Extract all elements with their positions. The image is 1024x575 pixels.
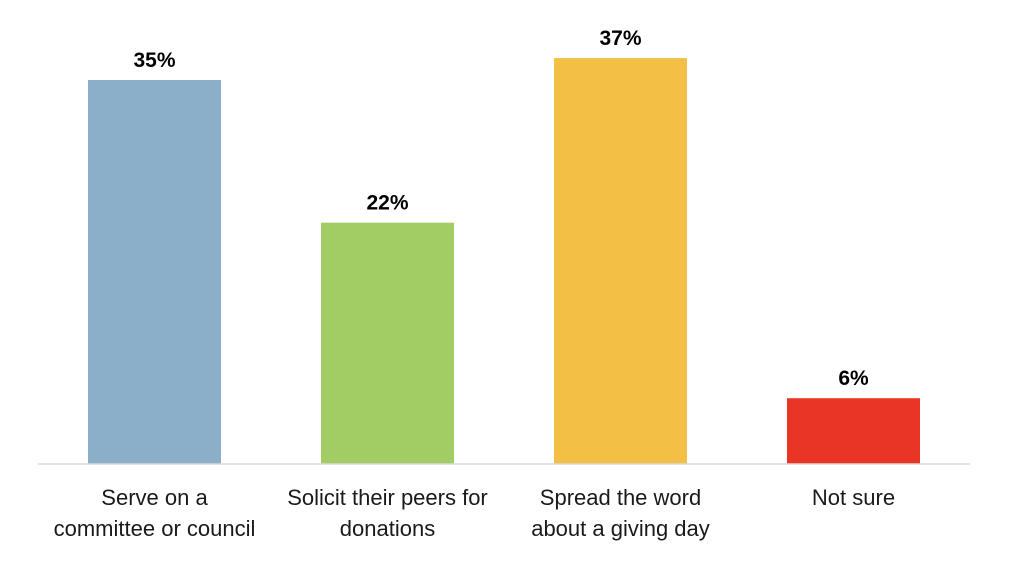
bar-3	[787, 398, 920, 464]
bar-1	[321, 222, 454, 464]
category-label-3: Not sure	[812, 485, 895, 510]
value-label-1: 22%	[366, 192, 408, 215]
bar-2	[554, 58, 687, 464]
category-label-line: Not sure	[812, 485, 895, 510]
value-label-2: 37%	[599, 27, 641, 50]
category-label-2: Spread the word about a giving day	[531, 485, 710, 541]
bar-0	[88, 80, 221, 464]
category-label-line: Serve on a	[101, 485, 208, 510]
value-label-3: 6%	[838, 367, 869, 390]
category-label-1: Solicit their peers for donations	[287, 485, 488, 541]
category-label-0: Serve on a committee or council	[54, 485, 256, 541]
category-labels: Serve on a committee or council Solicit th…	[54, 485, 895, 541]
value-labels: 35% 22% 37% 6%	[133, 27, 869, 390]
category-label-line: Solicit their peers for	[287, 485, 488, 510]
category-label-line: donations	[340, 516, 435, 541]
category-label-line: about a giving day	[531, 516, 710, 541]
bars	[88, 58, 920, 464]
value-label-0: 35%	[133, 49, 175, 72]
category-label-line: Spread the word	[540, 485, 701, 510]
category-label-line: committee or council	[54, 516, 256, 541]
